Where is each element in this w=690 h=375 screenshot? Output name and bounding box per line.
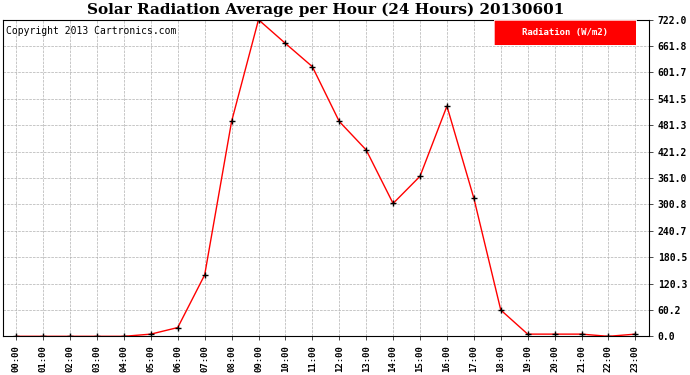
Text: Copyright 2013 Cartronics.com: Copyright 2013 Cartronics.com xyxy=(6,26,177,36)
Title: Solar Radiation Average per Hour (24 Hours) 20130601: Solar Radiation Average per Hour (24 Hou… xyxy=(87,3,564,17)
